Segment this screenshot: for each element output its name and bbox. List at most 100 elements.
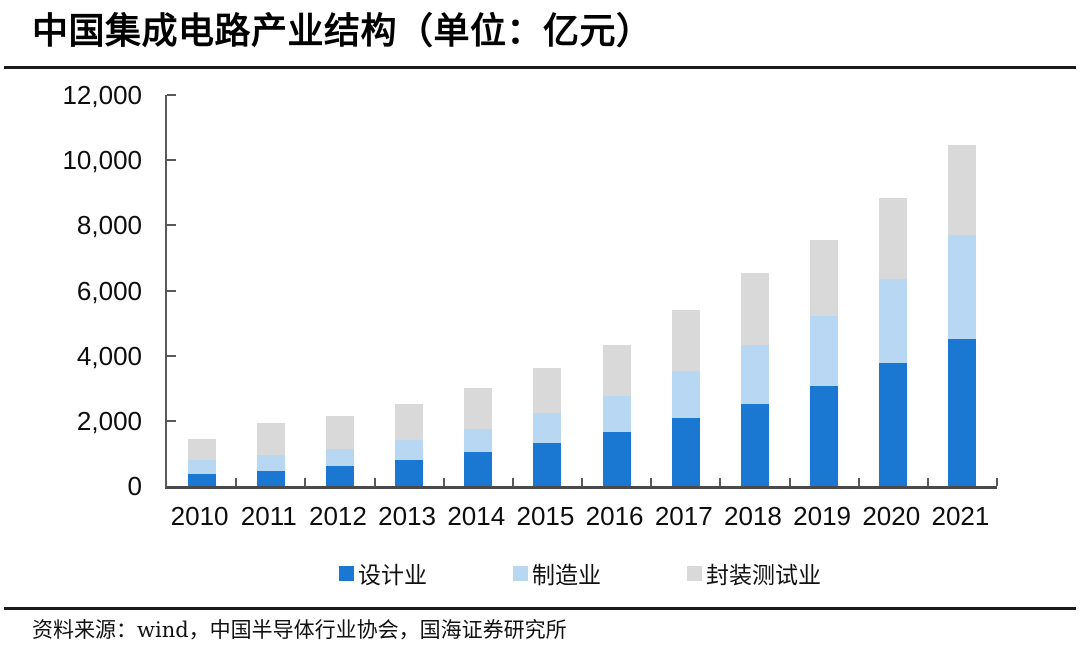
- x-axis-tick-label: 2012: [308, 501, 367, 531]
- bar-2014-packaging-testing-segment: [464, 387, 493, 429]
- source-divider: [4, 607, 1076, 610]
- bar-2012: [325, 415, 354, 486]
- bar-2011-manufacturing-segment: [256, 454, 285, 471]
- bar-2010-design-segment: [187, 474, 216, 486]
- x-axis-tick-label: 2015: [516, 501, 575, 531]
- bar-2011-packaging-testing-segment: [256, 423, 285, 455]
- bar-2021-manufacturing-segment: [948, 235, 977, 339]
- x-axis-tick-label: 2018: [723, 501, 782, 531]
- x-axis-tick: [926, 478, 929, 486]
- bar-2016-manufacturing-segment: [602, 395, 631, 433]
- bar-2021-packaging-testing-segment: [948, 145, 977, 236]
- bar-2013-manufacturing-segment: [395, 440, 424, 460]
- bar-2019: [810, 239, 839, 486]
- y-axis-tick-label: 2,000: [76, 405, 142, 436]
- bar-2021: [948, 145, 977, 486]
- x-axis-tick-label: 2017: [654, 501, 713, 531]
- bar-2015: [533, 368, 562, 486]
- bar-2017-manufacturing-segment: [671, 371, 700, 419]
- bar-2010-packaging-testing-segment: [187, 439, 216, 460]
- chart-legend: 设计业 制造业 封装测试业: [125, 556, 1035, 590]
- x-axis-tick-label: 2010: [170, 501, 229, 531]
- y-axis-tick: [167, 159, 176, 162]
- legend-swatch-design: [339, 565, 354, 581]
- bar-2014: [464, 387, 493, 486]
- y-axis-tick-label: 12,000: [62, 80, 142, 110]
- bar-2014-manufacturing-segment: [464, 428, 493, 452]
- bar-2016-design-segment: [602, 432, 631, 486]
- bar-2020-packaging-testing-segment: [879, 197, 908, 280]
- bar-2012-design-segment: [325, 465, 354, 486]
- bar-2011: [256, 423, 285, 486]
- x-axis-tick-label: 2021: [931, 501, 990, 531]
- bar-2015-manufacturing-segment: [533, 413, 562, 443]
- x-axis-tick: [857, 478, 860, 486]
- bar-2010-manufacturing-segment: [187, 459, 216, 475]
- legend-label-manufacturing: 制造业: [532, 563, 601, 589]
- legend-swatch-packaging-testing: [687, 565, 702, 581]
- y-axis-tick-label: 0: [127, 471, 142, 501]
- y-axis-tick-label: 10,000: [62, 145, 142, 176]
- bar-2020-design-segment: [879, 362, 908, 486]
- bar-2015-design-segment: [533, 442, 562, 486]
- bar-2016-packaging-testing-segment: [602, 344, 631, 396]
- legend-item-manufacturing: 制造业: [513, 556, 601, 590]
- x-axis-tick: [719, 478, 722, 486]
- legend-item-design: 设计业: [339, 556, 427, 590]
- bar-2018: [740, 273, 769, 486]
- bar-2012-packaging-testing-segment: [325, 415, 354, 450]
- legend-label-design: 设计业: [358, 563, 427, 589]
- y-axis-tick: [167, 419, 176, 422]
- legend-item-packaging-testing: 封装测试业: [687, 556, 821, 590]
- bar-2019-packaging-testing-segment: [810, 239, 839, 317]
- bar-2010: [187, 439, 216, 486]
- legend-label-packaging-testing: 封装测试业: [706, 563, 821, 589]
- x-axis-tick: [650, 478, 653, 486]
- x-axis-tick: [788, 478, 791, 486]
- x-axis-tick: [996, 478, 998, 486]
- x-axis-tick: [235, 478, 238, 486]
- y-axis-tick-label: 8,000: [76, 210, 142, 241]
- y-axis-tick: [167, 224, 176, 227]
- bar-2011-design-segment: [256, 470, 285, 486]
- bar-2015-packaging-testing-segment: [533, 368, 562, 414]
- x-axis-tick-label: 2014: [447, 501, 506, 531]
- bar-2018-packaging-testing-segment: [740, 273, 769, 345]
- bar-2016: [602, 344, 631, 486]
- y-axis-tick: [167, 354, 176, 357]
- plot-area: [165, 94, 998, 489]
- x-axis-tick: [442, 478, 445, 486]
- page-title: 中国集成电路产业结构（单位：亿元）: [32, 10, 653, 51]
- bar-2017: [671, 309, 700, 486]
- x-axis-tick: [511, 478, 514, 486]
- bar-2019-design-segment: [810, 386, 839, 486]
- y-axis-labels: 0 2,000 4,000 6,000 8,000 10,000 12,000: [40, 81, 142, 500]
- x-axis-tick-label: 2013: [378, 501, 436, 531]
- bar-2013: [395, 404, 424, 486]
- x-axis-tick-label: 2016: [585, 501, 644, 531]
- bar-2013-design-segment: [395, 459, 424, 486]
- x-axis-tick-label: 2011: [240, 501, 297, 531]
- x-axis-labels: 2010 2011 2012 2013 2014 2015 2016 2017 2018 2019…: [165, 501, 995, 533]
- bar-2020-manufacturing-segment: [879, 279, 908, 363]
- y-axis-tick-label: 4,000: [76, 340, 142, 371]
- x-axis-tick: [304, 478, 307, 486]
- bar-2020: [879, 197, 908, 486]
- bar-2017-design-segment: [671, 418, 700, 486]
- x-axis-tick: [581, 478, 583, 486]
- legend-swatch-manufacturing: [513, 565, 528, 581]
- bar-2014-design-segment: [464, 451, 493, 486]
- x-axis-tick-label: 2020: [862, 501, 921, 531]
- x-axis-tick: [373, 478, 376, 486]
- y-axis-tick: [167, 94, 176, 96]
- bar-2017-packaging-testing-segment: [671, 309, 700, 372]
- bar-2018-design-segment: [740, 403, 769, 486]
- title-divider: [4, 66, 1076, 69]
- x-axis-tick-label: 2019: [793, 501, 851, 531]
- source-note: 资料来源：wind，中国半导体行业协会，国海证券研究所: [32, 618, 567, 642]
- bar-2012-manufacturing-segment: [325, 449, 354, 466]
- y-axis-tick-label: 6,000: [76, 275, 142, 306]
- y-axis-tick: [167, 289, 176, 292]
- bar-2021-design-segment: [948, 338, 977, 486]
- bar-2019-manufacturing-segment: [810, 316, 839, 387]
